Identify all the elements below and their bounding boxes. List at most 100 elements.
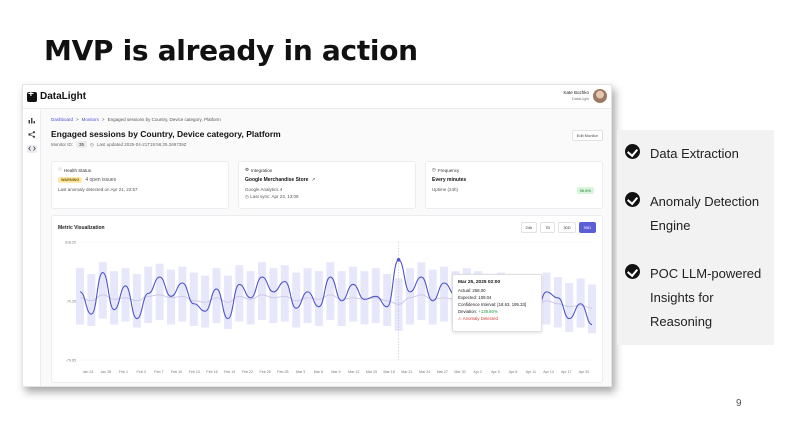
feature-item: POC LLM-powered Insights for Reasoning: [625, 262, 775, 334]
range-90d-button[interactable]: 90D: [578, 222, 596, 233]
x-tick-label: Feb 22: [242, 370, 253, 374]
range-selector: 24h 7D 30D 90D: [520, 222, 596, 233]
confidence-band-bar: [258, 262, 267, 321]
x-tick-label: Mar 15: [366, 370, 377, 374]
feature-text: Anomaly Detection Engine: [650, 194, 760, 233]
external-link-icon[interactable]: ↗: [311, 177, 316, 183]
health-header-label: Health Status: [64, 167, 92, 173]
range-30d-button[interactable]: 30D: [558, 222, 576, 233]
x-tick-label: Mar 30: [454, 370, 465, 374]
integration-source: Google Analytics 4: [245, 187, 283, 192]
x-tick-label: Feb 28: [277, 370, 288, 374]
x-tick-label: Feb 7: [154, 370, 163, 374]
tooltip-actual: Actual: 258.00: [458, 288, 486, 293]
x-tick-label: Mar 6: [314, 370, 323, 374]
avatar[interactable]: [593, 89, 607, 103]
anomaly-detected-label: ⚠ Anomaly Detected: [458, 316, 498, 321]
x-tick-label: Mar 24: [419, 370, 430, 374]
confidence-band-bar: [383, 274, 392, 326]
logo[interactable]: DataLight: [27, 89, 86, 102]
x-tick-label: Apr 11: [526, 370, 536, 374]
user-menu[interactable]: Kate Bozhko DataLight: [563, 89, 607, 103]
top-bar: DataLight Kate Bozhko DataLight: [23, 85, 611, 109]
clock-icon: ◷: [90, 141, 94, 147]
breadcrumb-separator: >: [101, 117, 105, 122]
x-tick-label: Mar 21: [401, 370, 412, 374]
slide-title: MVP is already in action: [44, 34, 418, 67]
uptime-badge: 96.6%: [576, 187, 594, 194]
tooltip-deviation: Deviation: +138.80%: [458, 308, 536, 315]
monitor-id: 35: [76, 141, 88, 148]
x-tick-label: Feb 13: [189, 370, 200, 374]
y-tick-label: -79.65: [66, 359, 76, 363]
confidence-band-bar: [588, 284, 596, 334]
check-circle-icon: [625, 264, 640, 279]
x-tick-label: Feb 1: [119, 370, 128, 374]
code-icon[interactable]: [27, 145, 37, 153]
confidence-band-bar: [565, 282, 574, 332]
confidence-band-bar: [337, 271, 346, 326]
confidence-band-bar: [167, 269, 176, 325]
confidence-band-bar: [405, 268, 414, 325]
confidence-band-bar: [189, 272, 198, 326]
frequency-header: ◷ Frequency: [432, 167, 459, 173]
page-number: 9: [736, 398, 742, 409]
x-tick-label: Feb 10: [171, 370, 182, 374]
sidebar: [23, 109, 41, 386]
frequency-value: Every minutes: [432, 177, 467, 183]
confidence-band-bar: [235, 265, 244, 322]
chart-icon[interactable]: [27, 117, 37, 125]
feature-text: Data Extraction: [650, 146, 739, 161]
clock-icon: ◷: [245, 194, 249, 199]
breadcrumb-dashboard[interactable]: Dashboard: [51, 117, 74, 122]
confidence-band-bar: [280, 265, 289, 322]
monitor-id-label: Monitor ID:: [51, 142, 74, 147]
user-name: Kate Bozhko: [563, 90, 589, 95]
open-issues[interactable]: 4 open issues: [85, 177, 117, 183]
x-tick-label: Feb 4: [137, 370, 146, 374]
confidence-band-bar: [110, 271, 119, 325]
x-tick-label: Apr 8: [509, 370, 518, 374]
x-tick-label: Feb 19: [224, 370, 235, 374]
frequency-card: ◷ Frequency Every minutes Uptime (24h) 9…: [425, 161, 603, 209]
health-header: ♡ Health Status: [58, 167, 91, 173]
confidence-band-bar: [349, 266, 358, 322]
confidence-band-bar: [428, 269, 437, 325]
integration-header-label: Integration: [251, 167, 273, 173]
health-status-card: ♡ Health Status WARNING 4 open issues La…: [51, 161, 229, 209]
anomaly-point: [396, 258, 401, 262]
user-info: Kate Bozhko DataLight: [563, 90, 589, 102]
chart-tooltip: Mar 25, 2025 02:00 Actual: 258.00 Expect…: [452, 274, 542, 332]
last-updated: Last updated 2025-04-21T19:56:25.269739Z: [96, 142, 187, 147]
confidence-band-bar: [371, 268, 380, 324]
confidence-band-bar: [98, 262, 107, 319]
heart-icon: ♡: [58, 167, 63, 172]
tooltip-title: Mar 25, 2025 02:00: [458, 280, 501, 285]
x-tick-label: Jan 28: [100, 370, 111, 374]
gear-icon: ⚙: [245, 167, 250, 172]
feature-item: Data Extraction: [625, 142, 775, 166]
edit-monitor-button[interactable]: Edit Monitor: [571, 130, 603, 141]
share-icon[interactable]: [27, 131, 37, 139]
confidence-band-bar: [292, 272, 301, 328]
breadcrumb-monitors[interactable]: Monitors: [81, 117, 99, 122]
confidence-band-bar: [326, 262, 335, 321]
integration-header: ⚙ Integration: [245, 167, 272, 173]
feature-item: Anomaly Detection Engine: [625, 190, 775, 238]
monitor-meta: Monitor ID: 35 ◷ Last updated 2025-04-21…: [51, 141, 187, 148]
range-7d-button[interactable]: 7D: [540, 222, 556, 233]
confidence-band-bar: [360, 271, 369, 325]
confidence-band-bar: [87, 274, 96, 326]
confidence-band-bar: [576, 278, 585, 328]
x-tick-label: Feb 16: [206, 370, 217, 374]
integration-sync: ◷ Last sync: Apr 23, 13:08: [245, 194, 298, 200]
integration-name[interactable]: Google Merchandise Store: [245, 177, 309, 183]
x-tick-label: Mar 9: [331, 370, 340, 374]
confidence-band-bar: [269, 268, 278, 324]
check-circle-icon: [625, 192, 640, 207]
deviation-value: +138.80%: [478, 309, 498, 314]
range-24h-button[interactable]: 24h: [520, 222, 538, 233]
y-tick-label: 70.26: [67, 300, 76, 304]
clock-icon: ◷: [432, 167, 436, 172]
confidence-band-bar: [178, 266, 187, 322]
